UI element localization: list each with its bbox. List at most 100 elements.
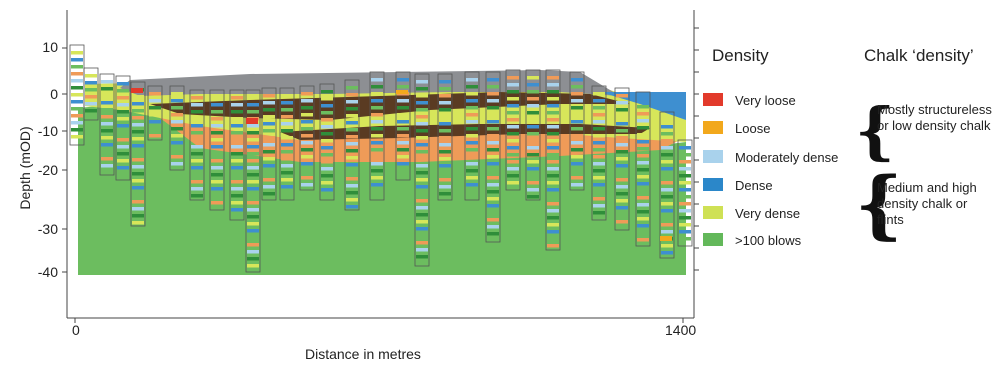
test-interval bbox=[571, 85, 583, 89]
test-interval bbox=[117, 138, 129, 142]
test-interval bbox=[101, 164, 113, 168]
test-interval bbox=[507, 111, 519, 115]
test-interval bbox=[346, 114, 358, 118]
test-interval bbox=[321, 160, 333, 164]
x-tick-label: 1400 bbox=[665, 322, 697, 338]
borehole bbox=[591, 85, 607, 221]
test-interval bbox=[371, 190, 383, 194]
test-interval bbox=[487, 204, 499, 208]
test-interval bbox=[547, 160, 559, 164]
test-interval bbox=[416, 115, 428, 119]
test-interval bbox=[487, 183, 499, 187]
test-interval bbox=[246, 118, 258, 124]
test-interval bbox=[247, 257, 259, 261]
test-interval bbox=[593, 120, 605, 124]
borehole-casing bbox=[614, 87, 630, 231]
test-interval bbox=[571, 134, 583, 138]
borehole bbox=[614, 87, 630, 231]
test-interval bbox=[371, 176, 383, 180]
test-interval bbox=[593, 176, 605, 180]
test-interval bbox=[661, 160, 673, 164]
test-interval bbox=[466, 155, 478, 159]
test-interval bbox=[487, 197, 499, 201]
test-interval bbox=[593, 190, 605, 194]
test-interval bbox=[547, 146, 559, 150]
test-interval bbox=[416, 136, 428, 140]
test-interval bbox=[397, 99, 409, 103]
test-interval bbox=[547, 118, 559, 122]
test-interval bbox=[397, 113, 409, 117]
test-interval bbox=[416, 164, 428, 168]
test-interval bbox=[527, 76, 539, 80]
test-interval bbox=[191, 159, 203, 163]
test-interval bbox=[547, 202, 559, 206]
test-interval bbox=[679, 223, 691, 227]
test-interval bbox=[679, 209, 691, 213]
test-interval bbox=[211, 187, 223, 191]
test-interval bbox=[132, 116, 144, 120]
test-interval bbox=[101, 136, 113, 140]
test-interval bbox=[281, 150, 293, 154]
borehole-casing bbox=[99, 73, 115, 176]
test-interval bbox=[616, 94, 628, 98]
test-interval bbox=[661, 188, 673, 192]
test-interval bbox=[71, 58, 83, 62]
test-interval bbox=[346, 170, 358, 174]
test-interval bbox=[346, 184, 358, 188]
legend-swatch-moderately-dense bbox=[703, 150, 723, 163]
test-interval bbox=[637, 147, 649, 151]
test-interval bbox=[416, 241, 428, 245]
test-interval bbox=[416, 157, 428, 161]
test-interval bbox=[616, 199, 628, 203]
test-interval bbox=[263, 157, 275, 161]
borehole-casing bbox=[464, 71, 480, 201]
borehole bbox=[485, 71, 501, 243]
test-interval bbox=[101, 129, 113, 133]
test-interval bbox=[191, 145, 203, 149]
test-interval bbox=[371, 120, 383, 124]
y-tick-label: -40 bbox=[37, 264, 58, 280]
test-interval bbox=[346, 177, 358, 181]
test-interval bbox=[637, 217, 649, 221]
test-interval bbox=[231, 201, 243, 205]
test-interval bbox=[637, 175, 649, 179]
y-tick-label: -10 bbox=[37, 123, 58, 139]
test-interval bbox=[487, 148, 499, 152]
test-interval bbox=[679, 167, 691, 171]
test-interval bbox=[191, 194, 203, 198]
test-interval bbox=[397, 134, 409, 138]
test-interval bbox=[439, 94, 451, 98]
test-interval bbox=[231, 194, 243, 198]
borehole bbox=[369, 71, 385, 201]
test-interval bbox=[247, 96, 259, 100]
test-interval bbox=[616, 178, 628, 182]
test-interval bbox=[371, 106, 383, 110]
test-interval bbox=[231, 215, 243, 219]
borehole-casing bbox=[505, 69, 521, 191]
test-interval bbox=[571, 113, 583, 117]
test-interval bbox=[547, 223, 559, 227]
test-interval bbox=[487, 99, 499, 103]
test-interval bbox=[661, 153, 673, 157]
test-interval bbox=[661, 216, 673, 220]
test-interval bbox=[301, 120, 313, 124]
test-interval bbox=[416, 234, 428, 238]
test-interval bbox=[416, 171, 428, 175]
test-interval bbox=[661, 132, 673, 136]
test-interval bbox=[527, 104, 539, 108]
test-interval bbox=[661, 202, 673, 206]
test-interval bbox=[321, 125, 333, 129]
test-interval bbox=[679, 195, 691, 199]
test-interval bbox=[661, 251, 673, 255]
test-interval bbox=[132, 221, 144, 225]
test-interval bbox=[321, 97, 333, 101]
test-interval bbox=[616, 150, 628, 154]
test-interval bbox=[661, 195, 673, 199]
test-interval bbox=[637, 189, 649, 193]
test-interval bbox=[416, 122, 428, 126]
test-interval bbox=[231, 110, 243, 114]
test-interval bbox=[661, 230, 673, 234]
test-interval bbox=[397, 120, 409, 124]
test-interval bbox=[439, 185, 451, 189]
test-interval bbox=[527, 132, 539, 136]
